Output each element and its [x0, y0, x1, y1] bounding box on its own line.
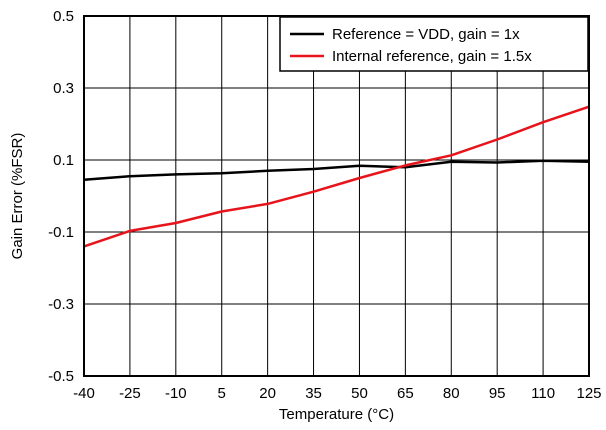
- plot-frame: [83, 15, 590, 377]
- x-tick-label: -40: [73, 385, 95, 402]
- x-tick-labels: -40 -25 -10 5 20 35 50 65 80 95 110 125: [73, 385, 601, 402]
- x-tick-label: 20: [259, 385, 276, 402]
- x-axis-label: Temperature (°C): [279, 406, 394, 423]
- x-tick-label: 80: [443, 385, 460, 402]
- y-tick-label: 0.5: [53, 8, 74, 25]
- x-tick-label: -25: [119, 385, 141, 402]
- y-axis-label: Gain Error (%FSR): [9, 133, 26, 260]
- x-tick-label: 125: [576, 385, 601, 402]
- legend-box: [279, 16, 589, 72]
- y-tick-label: -0.1: [48, 224, 74, 241]
- x-tick-label: 35: [305, 385, 322, 402]
- y-tick-label: 0.1: [53, 152, 74, 169]
- x-tick-label: 5: [218, 385, 226, 402]
- x-tick-label: -10: [165, 385, 187, 402]
- x-tick-label: 65: [397, 385, 414, 402]
- legend-entry-internal-ref: Internal reference, gain = 1.5x: [332, 48, 532, 65]
- legend-entry-vdd: Reference = VDD, gain = 1x: [332, 26, 520, 43]
- grid-lines: [84, 16, 589, 376]
- series-line-vdd: [83, 159, 590, 182]
- legend: Reference = VDD, gain = 1x Internal refe…: [279, 16, 589, 72]
- y-tick-label: -0.3: [48, 296, 74, 313]
- y-tick-label: -0.5: [48, 368, 74, 385]
- series-line-internal-ref: [83, 105, 590, 248]
- y-tick-label: 0.3: [53, 80, 74, 97]
- x-tick-label: 50: [351, 385, 368, 402]
- series-lines: [83, 105, 590, 248]
- y-tick-labels: 0.5 0.3 0.1 -0.1 -0.3 -0.5: [48, 8, 74, 385]
- x-tick-label: 110: [531, 385, 555, 402]
- x-tick-label: 95: [489, 385, 506, 402]
